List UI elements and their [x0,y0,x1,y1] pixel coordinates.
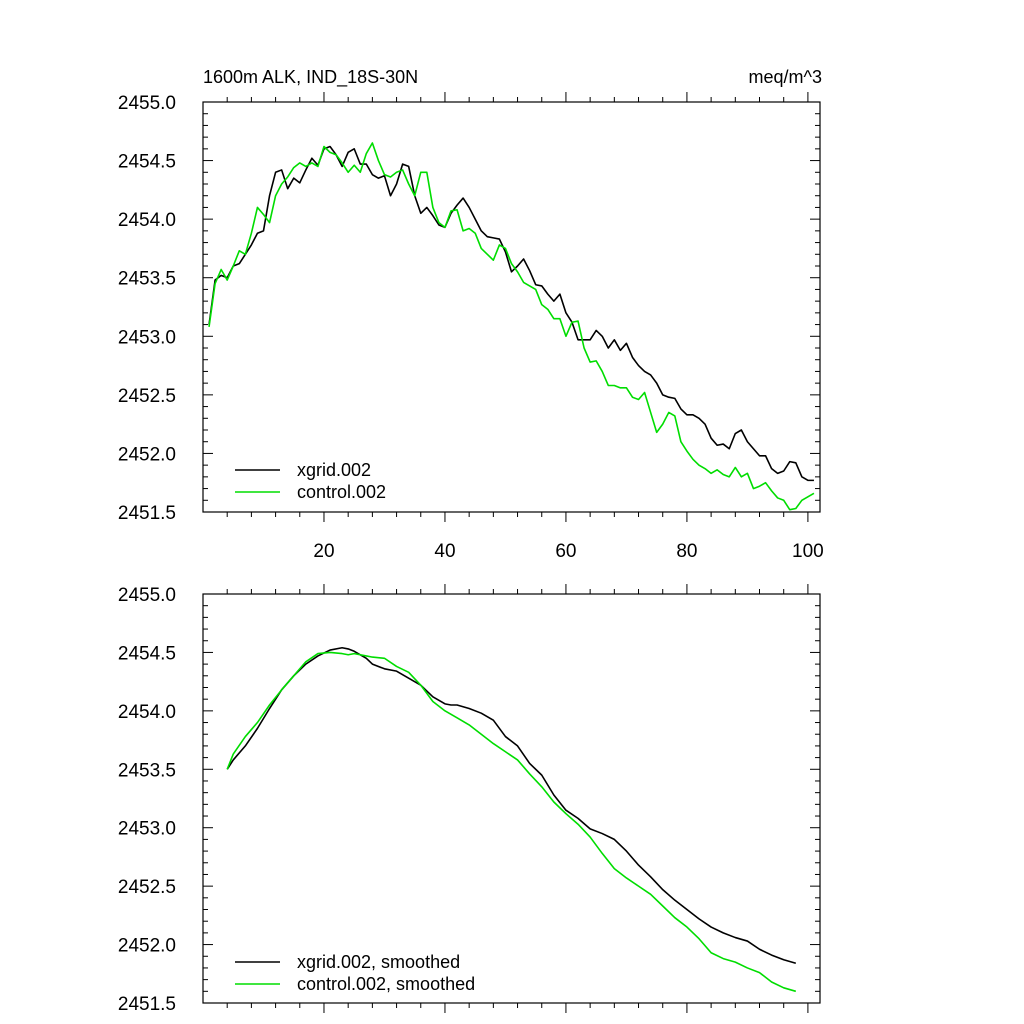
top-axes: 2455.0 2454.5 2454.0 2453.5 2453.0 2452.5 2452… [118,92,824,562]
legend-label: control.002 [297,482,386,502]
bottom-panel: 2455.0 2454.5 2454.0 2453.5 2453.0 2452.5 2452… [118,584,821,1015]
bottom-series [226,646,797,993]
series-line-control [208,142,815,511]
y-tick-label: 2454.5 [118,152,176,173]
y-tick-label: 2455.0 [118,585,176,606]
y-tick-label: 2453.0 [118,327,176,348]
y-tick-label: 2451.5 [118,994,176,1015]
x-tick-label: 40 [434,541,455,562]
y-tick-label: 2451.5 [118,503,176,524]
x-tick-label: 80 [676,541,697,562]
y-tick-label: 2453.5 [118,269,176,290]
series-line-control [226,651,797,993]
chart-title: 1600m ALK, IND_18S-30N [203,67,418,88]
legend-label: control.002, smoothed [297,974,475,994]
y-tick-label: 2452.0 [118,936,176,957]
x-tick-label: 20 [313,541,334,562]
y-tick-label: 2453.5 [118,760,176,781]
series-line-xgrid [208,145,814,482]
top-panel: 1600m ALK, IND_18S-30N meq/m^3 2455.0245… [118,67,824,562]
y-tick-label: 2454.5 [118,643,176,664]
plot-frame [202,593,821,1004]
bottom-axes: 2455.0 2454.5 2454.0 2453.5 2453.0 2452.5 2452… [118,584,821,1015]
x-tick-label: 60 [555,541,576,562]
y-tick-label: 2454.0 [118,210,176,231]
y-tick-label: 2452.0 [118,444,176,465]
legend-label: xgrid.002 [297,460,371,480]
plot-frame [202,101,821,513]
y-tick-label: 2452.5 [118,877,176,898]
top-series [208,142,815,511]
x-tick-label: 100 [792,541,824,562]
y-tick-label: 2453.0 [118,819,176,840]
chart-units: meq/m^3 [749,67,822,87]
y-tick-label: 2454.0 [118,702,176,723]
series-line-xgrid [226,646,797,965]
legend-label: xgrid.002, smoothed [297,952,460,972]
y-tick-label: 2452.5 [118,386,176,407]
y-tick-label: 2455.0 [118,93,176,114]
